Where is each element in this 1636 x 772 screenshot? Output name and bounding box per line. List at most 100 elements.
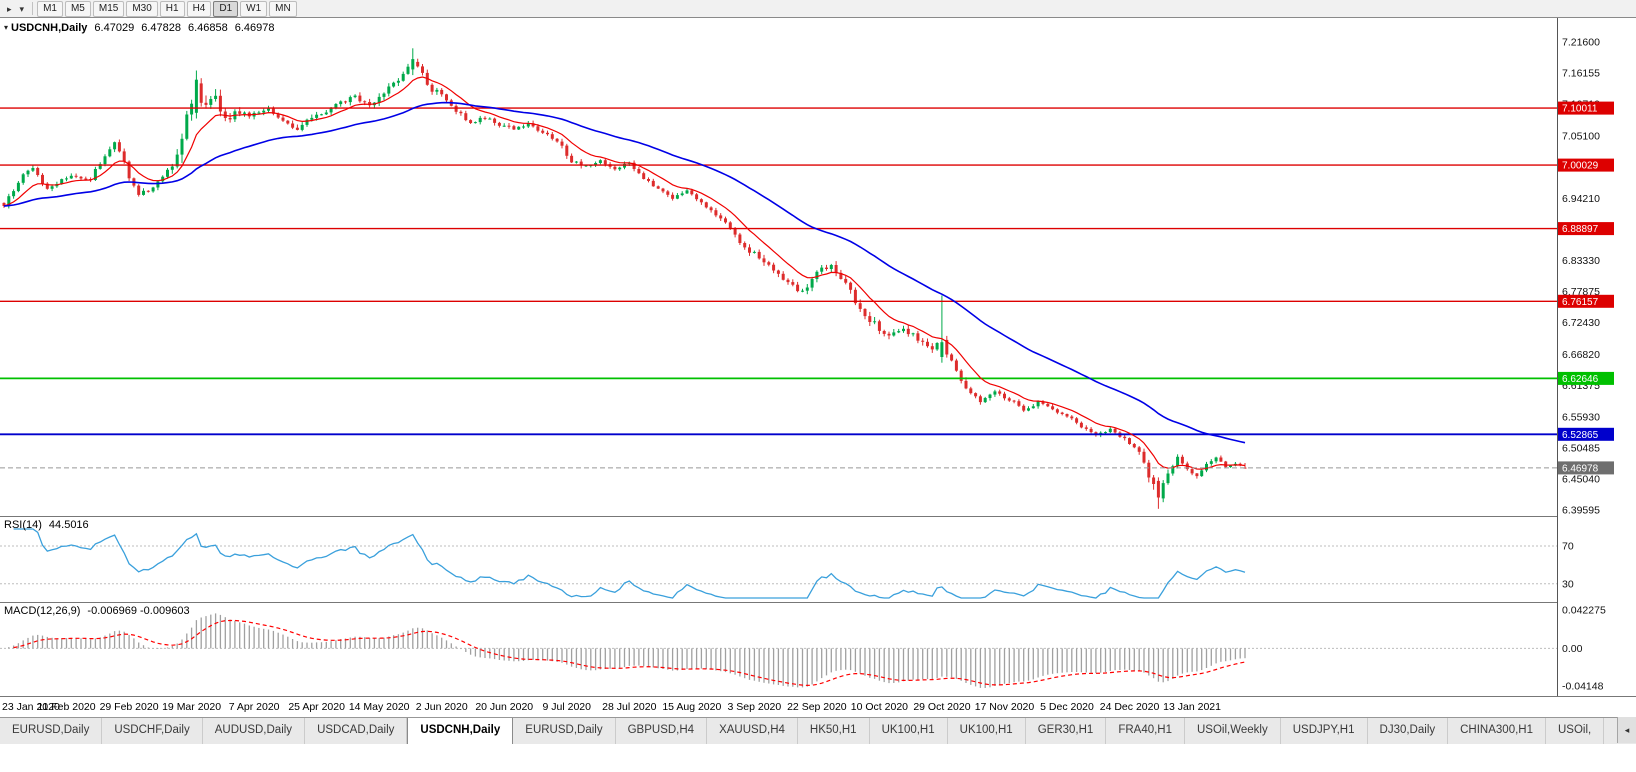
date-label: 24 Dec 2020 (1099, 701, 1160, 713)
hline-price-badge-label: 6.62646 (1562, 374, 1599, 385)
macd-panel[interactable]: 0.042275 0.00 -0.04148 (0, 602, 1636, 696)
time-axis[interactable]: 23 Jan 2020 11 Feb 2020 29 Feb 2020 19 Mar … (0, 696, 1636, 717)
timeframe-button-m30[interactable]: M30 (126, 0, 158, 17)
timeframe-button-m15[interactable]: M15 (92, 0, 125, 17)
date-label: 13 Jan 2021 (1163, 701, 1221, 713)
chart-tab-usoil[interactable]: USOil, (1546, 718, 1605, 744)
timeframe-button-mn[interactable]: MN (269, 0, 297, 17)
date-label: 10 Oct 2020 (850, 701, 909, 713)
hline-price-badge (1558, 371, 1614, 385)
chart-tab-usdjpy-h1[interactable]: USDJPY,H1 (1281, 718, 1368, 744)
price-chart-panel[interactable]: 7.216007.161557.107107.051006.996556.942… (0, 18, 1636, 516)
tab-scroll-left-icon[interactable]: ◂ (1617, 717, 1636, 743)
hline-price-badge (1558, 427, 1614, 441)
symbol-dropdown-icon[interactable]: ▾ (4, 23, 9, 32)
chart-tab-gbpusd-h4[interactable]: GBPUSD,H4 (616, 718, 708, 744)
hline-price-badge-label: 6.88897 (1562, 224, 1599, 235)
date-label: 23 Jan 2020 (2, 701, 60, 713)
hline-price-badge-label: 6.76157 (1562, 297, 1599, 308)
price-tick-label: 6.94210 (1562, 193, 1600, 205)
chart-tab-hk50-h1[interactable]: HK50,H1 (798, 718, 870, 744)
macd-axis[interactable]: 0.042275 0.00 -0.04148 (1557, 602, 1636, 696)
date-label: 29 Oct 2020 (913, 701, 971, 713)
date-label: 28 Jul 2020 (602, 701, 657, 713)
date-label: 19 Mar 2020 (162, 701, 222, 713)
price-axis[interactable]: 7.216007.161557.107107.051006.996556.942… (1557, 18, 1636, 516)
ohlc-low: 6.46858 (187, 22, 228, 34)
hline-price-badge-label: 6.52865 (1562, 430, 1599, 441)
macd-label: MACD(12,26,9) (4, 605, 81, 617)
chart-tab-usoil-weekly[interactable]: USOil,Weekly (1185, 718, 1281, 744)
chart-tab-xauusd-h4[interactable]: XAUUSD,H4 (707, 718, 798, 744)
rsi-value: 44.5016 (48, 519, 89, 531)
timeframe-button-m5[interactable]: M5 (64, 0, 91, 17)
ohlc-open: 6.47029 (94, 22, 135, 34)
timeframe-button-h4[interactable]: H4 (186, 0, 212, 17)
hline-price-badge-label: 7.00029 (1562, 161, 1599, 172)
date-label: 15 Aug 2020 (662, 701, 722, 713)
date-label: 5 Dec 2020 (1040, 701, 1094, 713)
price-tick-label: 6.66820 (1562, 349, 1600, 361)
date-label: 29 Feb 2020 (99, 701, 159, 713)
ohlc-high: 6.47828 (141, 22, 181, 34)
hline-price-badge-label: 7.10011 (1562, 104, 1598, 115)
date-label: 9 Jul 2020 (542, 701, 591, 713)
macd-header: MACD(12,26,9) -0.006969 -0.009603 (4, 605, 190, 617)
horizontal-price-lines[interactable] (0, 107, 1557, 436)
chart-tab-eurusd-daily[interactable]: EURUSD,Daily (0, 718, 103, 744)
date-label: 14 May 2020 (348, 701, 410, 713)
chart-tab-uk100-h1[interactable]: UK100,H1 (870, 718, 948, 744)
date-label: 11 Feb 2020 (37, 701, 96, 713)
price-tick-label: 6.72430 (1562, 317, 1600, 329)
rsi-label: RSI(14) (4, 519, 42, 531)
rsi-level-label: 30 (1562, 578, 1574, 590)
timeframe-button-m1[interactable]: M1 (37, 0, 63, 17)
date-label: 17 Nov 2020 (974, 701, 1035, 713)
macd-signal-line (13, 619, 1246, 687)
rsi-header: RSI(14) 44.5016 (4, 519, 89, 531)
chart-symbol-period: USDCNH,Daily (11, 22, 88, 34)
rsi-panel[interactable]: 70 30 (0, 516, 1636, 602)
chart-tab-ger30-h1[interactable]: GER30,H1 (1026, 718, 1107, 744)
price-tick-label: 6.50485 (1562, 442, 1600, 454)
current-price-badge-label: 6.46978 (1562, 463, 1599, 474)
date-label: 25 Apr 2020 (288, 701, 345, 713)
chart-tab-usdchf-daily[interactable]: USDCHF,Daily (102, 718, 203, 744)
hline-price-badge (1558, 101, 1614, 115)
chart-tab-bar: EURUSD,Daily USDCHF,Daily AUDUSD,Daily USDC… (0, 717, 1636, 744)
date-label: 7 Apr 2020 (228, 701, 280, 713)
macd-axis-label: 0.00 (1562, 643, 1583, 655)
timeframe-button-d1[interactable]: D1 (213, 0, 239, 17)
chart-tab-usdcad-daily[interactable]: USDCAD,Daily (305, 718, 408, 744)
price-tick-label: 7.16155 (1562, 68, 1600, 80)
timeframe-button-h1[interactable]: H1 (159, 0, 185, 17)
price-tick-label: 6.55930 (1562, 411, 1600, 423)
chart-tab-china300-h1[interactable]: CHINA300,H1 (1448, 718, 1546, 744)
date-label: 3 Sep 2020 (727, 701, 782, 713)
price-tick-label: 7.21600 (1562, 37, 1600, 49)
timeframe-button-w1[interactable]: W1 (240, 0, 268, 17)
chart-tab-eurusd-daily[interactable]: EURUSD,Daily (513, 718, 616, 744)
hline-price-badge (1558, 294, 1614, 308)
auto-scroll-icon[interactable]: ▾ (19, 3, 25, 14)
ohlc-close: 6.46978 (234, 22, 275, 34)
hline-price-badge (1558, 158, 1614, 172)
date-label: 22 Sep 2020 (787, 701, 847, 713)
chart-ohlc-header: ▾ USDCNH,Daily 6.47029 6.47828 6.46858 6.4697… (4, 22, 274, 34)
chart-tab-uk100-h1[interactable]: UK100,H1 (948, 718, 1026, 744)
chart-tab-dj30-daily[interactable]: DJ30,Daily (1368, 718, 1449, 744)
rsi-level-label: 70 (1562, 541, 1574, 553)
price-tick-label: 7.05100 (1562, 131, 1600, 143)
chart-tab-fra40-h1[interactable]: FRA40,H1 (1106, 718, 1185, 744)
hline-price-badge (1558, 222, 1614, 236)
macd-values: -0.006969 -0.009603 (87, 605, 190, 617)
timeframe-toolbar: ▸ ▾ M1 M5 M15 M30 H1 H4 D1 W1 MN (0, 0, 1636, 18)
chart-shift-icon[interactable]: ▸ (7, 3, 12, 14)
rsi-line (13, 528, 1246, 599)
macd-axis-label: 0.042275 (1562, 605, 1606, 617)
chart-tab-usdcnh-daily[interactable]: USDCNH,Daily (407, 718, 514, 744)
date-label: 2 Jun 2020 (415, 701, 468, 713)
rsi-axis[interactable]: 70 30 (1557, 516, 1636, 602)
chart-tab-audusd-daily[interactable]: AUDUSD,Daily (203, 718, 306, 744)
moving-averages (3, 76, 1246, 470)
